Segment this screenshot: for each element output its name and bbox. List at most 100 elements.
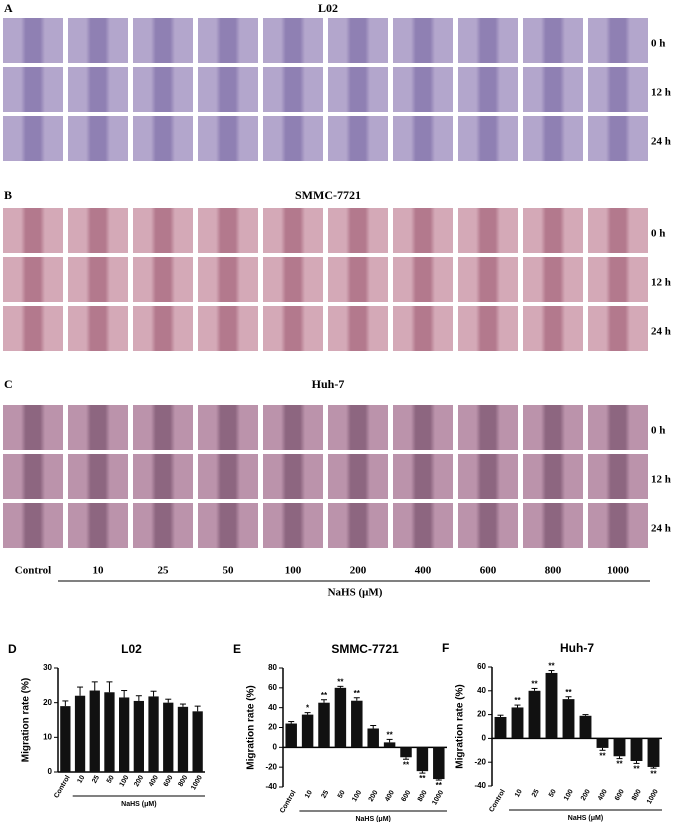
significance: ** bbox=[514, 696, 521, 705]
row-label: 24 h bbox=[651, 136, 671, 148]
panel-letter: A bbox=[4, 1, 13, 15]
row-label: 12 h bbox=[651, 277, 671, 289]
x-tick-label: 800 bbox=[631, 788, 643, 802]
x-tick-label: 600 bbox=[400, 789, 412, 803]
column-label: 200 bbox=[350, 565, 367, 577]
x-tick-label: Control bbox=[488, 788, 507, 813]
micrograph bbox=[68, 67, 128, 112]
micrograph bbox=[3, 503, 63, 548]
micrograph bbox=[458, 454, 518, 499]
y-tick-label: 80 bbox=[268, 663, 277, 672]
micrograph bbox=[523, 116, 583, 161]
micrograph bbox=[328, 306, 388, 351]
micrograph bbox=[68, 18, 128, 63]
row-label: 0 h bbox=[651, 38, 665, 50]
micrograph bbox=[68, 405, 128, 450]
chart-title: Huh-7 bbox=[560, 641, 594, 655]
panel-letter: B bbox=[4, 188, 12, 202]
x-tick-label: 10 bbox=[76, 774, 86, 784]
micrograph bbox=[458, 208, 518, 253]
y-tick-label: 20 bbox=[43, 698, 52, 707]
x-tick-label: 50 bbox=[106, 774, 116, 784]
x-tick-label: 10 bbox=[514, 788, 524, 798]
bar bbox=[301, 714, 314, 748]
micrograph bbox=[328, 67, 388, 112]
micrograph bbox=[133, 405, 193, 450]
bar bbox=[367, 728, 379, 748]
x-tick-label: 1000 bbox=[190, 774, 204, 791]
micrograph bbox=[68, 116, 128, 161]
micrograph bbox=[198, 503, 258, 548]
micrograph bbox=[68, 454, 128, 499]
micrograph bbox=[458, 18, 518, 63]
x-axis-label: NaHS (μM) bbox=[355, 816, 390, 822]
row-label: 0 h bbox=[651, 425, 665, 437]
y-axis-label: Migration rate (%) bbox=[21, 678, 32, 762]
micrograph bbox=[458, 257, 518, 302]
x-tick-label: 1000 bbox=[646, 788, 660, 805]
y-tick-label: -40 bbox=[474, 781, 486, 790]
x-tick-label: 400 bbox=[148, 774, 160, 788]
micrograph bbox=[588, 67, 648, 112]
micrograph bbox=[133, 18, 193, 63]
y-tick-label: 20 bbox=[477, 710, 486, 719]
row-label: 0 h bbox=[651, 228, 665, 240]
micrograph bbox=[263, 67, 323, 112]
x-tick-label: 100 bbox=[351, 789, 363, 803]
x-tick-label: 50 bbox=[548, 788, 558, 798]
micrograph bbox=[458, 503, 518, 548]
significance: ** bbox=[616, 760, 623, 769]
micrograph bbox=[523, 503, 583, 548]
micrograph bbox=[523, 306, 583, 351]
micrograph bbox=[198, 454, 258, 499]
micrograph bbox=[588, 116, 648, 161]
x-tick-label: 25 bbox=[531, 788, 541, 798]
micrograph bbox=[328, 116, 388, 161]
group-label: NaHS (μM) bbox=[328, 587, 383, 599]
micrograph bbox=[198, 116, 258, 161]
column-label: Control bbox=[15, 565, 51, 577]
x-tick-label: 100 bbox=[563, 788, 575, 802]
bar bbox=[613, 738, 626, 757]
micrograph bbox=[133, 67, 193, 112]
significance: ** bbox=[565, 688, 572, 697]
bar bbox=[630, 738, 643, 762]
panel-title: SMMC-7721 bbox=[295, 188, 361, 202]
bar bbox=[285, 723, 297, 748]
bar bbox=[433, 747, 445, 780]
significance: ** bbox=[403, 760, 410, 769]
significance: ** bbox=[354, 689, 361, 698]
y-axis-label: Migration rate (%) bbox=[246, 685, 257, 769]
micrograph bbox=[3, 208, 63, 253]
significance: ** bbox=[436, 781, 443, 790]
bar bbox=[318, 702, 330, 748]
x-tick-label: 400 bbox=[597, 788, 609, 802]
bar bbox=[133, 700, 144, 772]
micrograph bbox=[263, 306, 323, 351]
x-tick-label: Control bbox=[279, 789, 298, 814]
x-axis-label: NaHS (μM) bbox=[568, 815, 603, 822]
column-label: 800 bbox=[545, 565, 562, 577]
bar bbox=[177, 706, 189, 772]
y-tick-label: 0 bbox=[273, 742, 278, 751]
bar bbox=[351, 700, 363, 748]
micrograph bbox=[458, 67, 518, 112]
micrograph bbox=[133, 306, 193, 351]
column-label: 400 bbox=[415, 565, 432, 577]
micrograph bbox=[68, 257, 128, 302]
micrograph bbox=[263, 454, 323, 499]
bar bbox=[148, 696, 159, 772]
bar bbox=[60, 706, 71, 772]
bar bbox=[596, 738, 609, 748]
micrograph bbox=[198, 18, 258, 63]
y-tick-label: 10 bbox=[43, 732, 52, 741]
y-tick-label: -20 bbox=[265, 762, 277, 771]
micrograph bbox=[198, 405, 258, 450]
panel-title: Huh-7 bbox=[312, 377, 345, 391]
micrograph bbox=[588, 18, 648, 63]
bar bbox=[545, 672, 558, 739]
micrograph bbox=[3, 18, 63, 63]
y-tick-label: 0 bbox=[48, 767, 53, 776]
micrograph bbox=[3, 257, 63, 302]
